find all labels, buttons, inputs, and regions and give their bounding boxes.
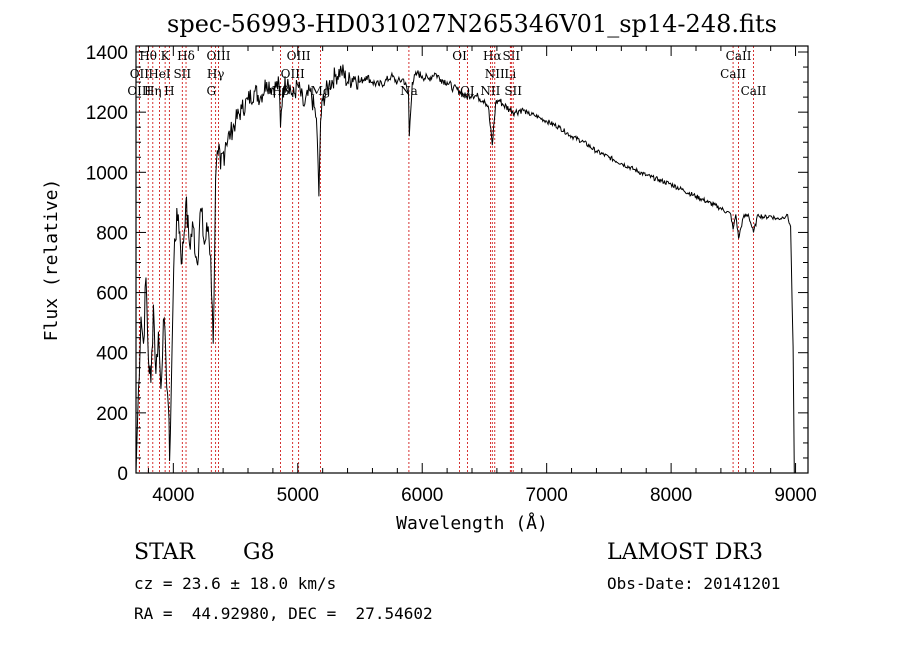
emission-line-label: OIII (127, 84, 151, 98)
emission-line-label: SII (504, 84, 522, 98)
y-tick-label: 1000 (86, 163, 128, 184)
spectrum-layer (135, 64, 795, 474)
x-tick-label: 8000 (650, 485, 692, 506)
x-tick-label: 4000 (152, 485, 194, 506)
x-tick-label: 7000 (526, 485, 568, 506)
emission-line-label: OI (452, 49, 467, 63)
obs-date: Obs-Date: 20141201 (607, 574, 781, 593)
y-tick-label: 800 (96, 223, 128, 244)
emission-line-label: Hδ (177, 49, 195, 63)
survey-name: LAMOST DR3 (607, 540, 763, 565)
emission-line-label: NII (480, 84, 500, 98)
emission-line-label: Hα (483, 49, 502, 63)
emission-line-label: OIII (206, 49, 230, 63)
x-axis: 4000 5000 6000 7000 8000 9000 (147, 46, 817, 506)
redshift-cz: cz = 23.6 ± 18.0 km/s (134, 574, 337, 593)
emission-line-label: Hη (144, 84, 162, 98)
emission-line-label: Li (504, 67, 516, 81)
emission-line-label: SII (502, 49, 520, 63)
y-tick-label: 1200 (86, 103, 128, 124)
x-tick-label: 6000 (401, 485, 443, 506)
emission-line-label: CaII (726, 49, 752, 63)
emission-line-label: CaII (720, 67, 746, 81)
y-tick-label: 400 (96, 344, 128, 365)
emission-line-label: OI (460, 84, 475, 98)
chart-title: spec-56993-HD031027N265346V01_sp14-248.f… (167, 10, 777, 38)
object-class: STAR (134, 540, 195, 565)
emission-line-label: G (206, 84, 216, 98)
emission-line-label: K (161, 49, 171, 63)
emission-line-label: OIII (281, 67, 305, 81)
y-axis: 0 200 400 600 800 1000 1200 1400 (86, 43, 808, 485)
y-tick-label: 200 (96, 404, 128, 425)
y-tick-label: 0 (117, 464, 128, 485)
emission-line-label: Hθ (139, 49, 157, 63)
spectrum-line-0 (135, 64, 795, 474)
emission-line-label: SII (173, 67, 191, 81)
x-axis-label: Wavelength (Å) (396, 512, 548, 534)
emission-line-label: OIII (287, 49, 311, 63)
emission-line-label: H (164, 84, 174, 98)
y-tick-label: 600 (96, 284, 128, 305)
y-axis-label: Flux (relative) (41, 179, 62, 342)
x-tick-label: 9000 (774, 485, 816, 506)
y-tick-label: 1400 (86, 43, 128, 64)
emission-line-label: Na (400, 84, 418, 98)
emission-line-label: CaII (741, 84, 767, 98)
emission-line-label: NII (485, 67, 505, 81)
x-tick-label: 5000 (277, 485, 319, 506)
emission-line-label: Hγ (207, 67, 225, 81)
coordinates: RA = 44.92980, DEC = 27.54602 (134, 604, 433, 623)
object-subclass: G8 (243, 540, 275, 565)
emission-line-label: HeI (148, 67, 171, 81)
